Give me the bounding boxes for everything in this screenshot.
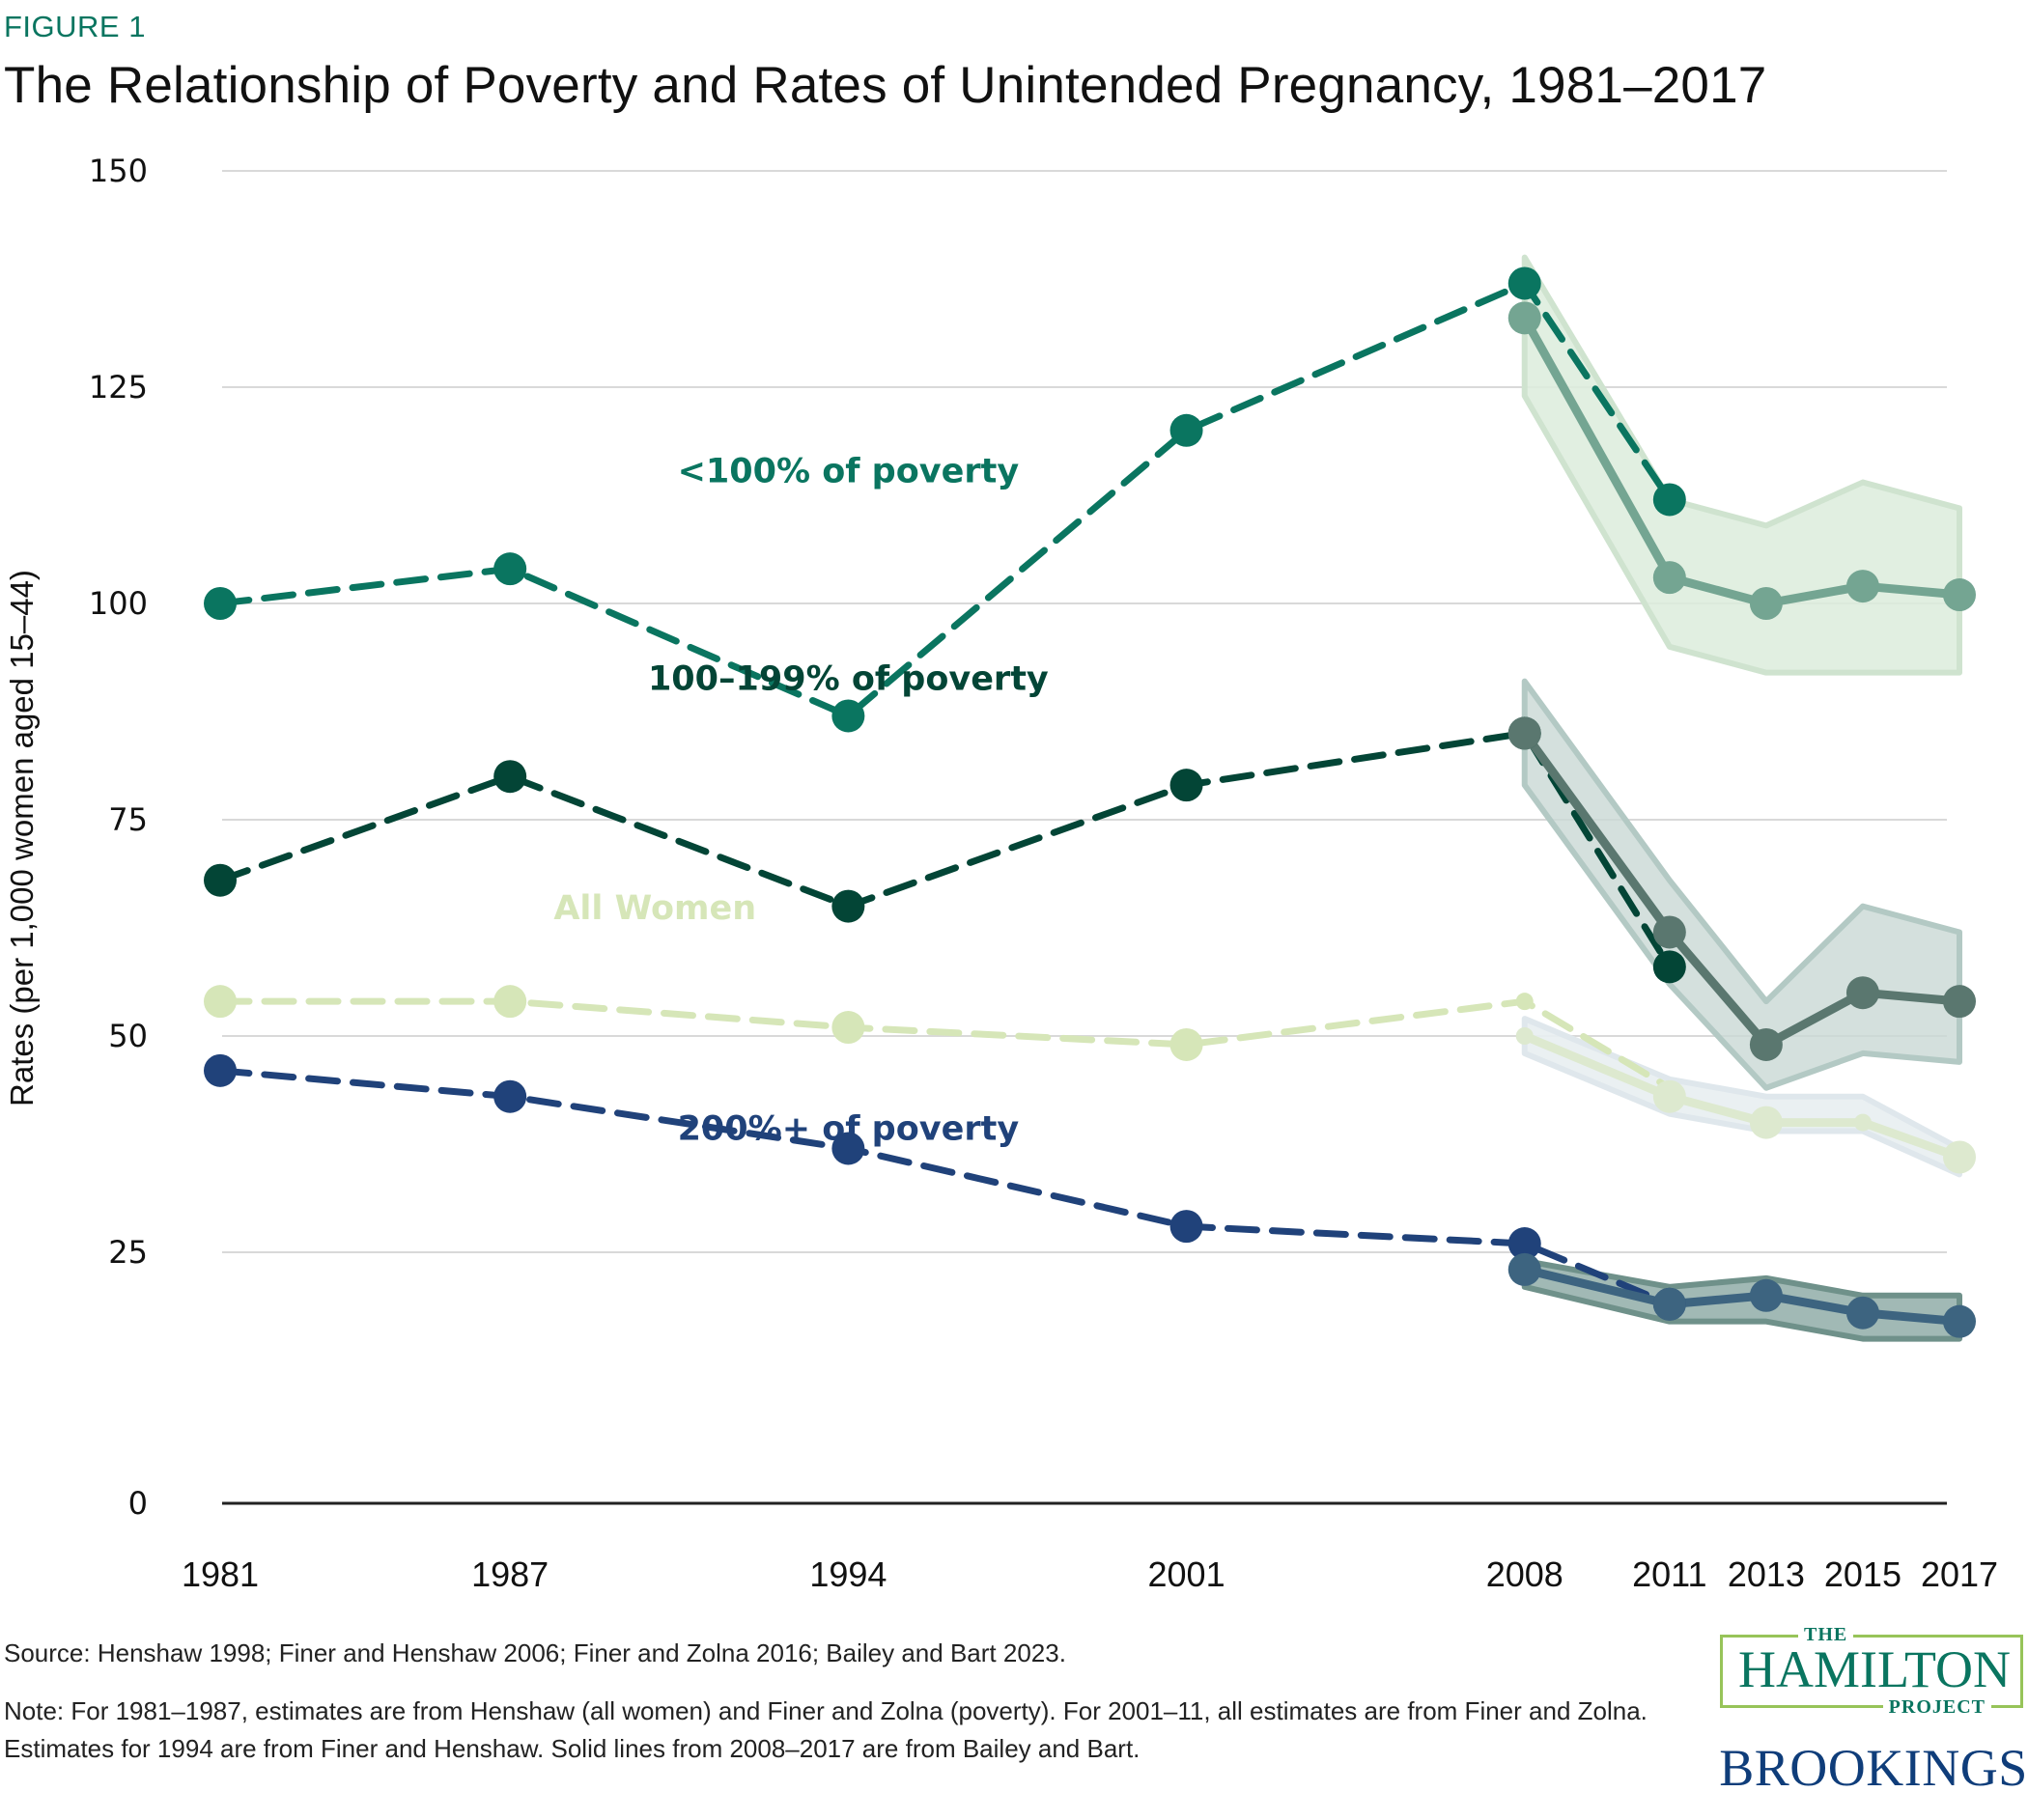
series-label: <100% of poverty [678, 453, 1020, 491]
data-point [1169, 1027, 1203, 1061]
data-point [204, 863, 237, 897]
data-point [1749, 1106, 1783, 1139]
methodology-note: Note: For 1981–1987, estimates are from … [4, 1696, 1648, 1763]
data-point [493, 552, 527, 586]
figure-label: FIGURE 1 [4, 10, 146, 43]
data-point [204, 985, 237, 1019]
confidence-band [1521, 678, 1962, 1091]
data-point [1749, 1278, 1783, 1312]
y-tick-label: 125 [89, 369, 148, 406]
series-label: All Women [553, 889, 756, 928]
data-point [1652, 1079, 1686, 1113]
dashed-series-line [216, 279, 1674, 719]
x-tick-label: 1994 [809, 1554, 887, 1594]
data-point [1853, 1113, 1872, 1132]
data-point [1845, 1296, 1879, 1330]
data-point [1507, 266, 1541, 300]
data-point [1515, 1027, 1534, 1045]
x-tick-label: 1981 [182, 1554, 259, 1594]
brookings-logo: BROOKINGS [1719, 1739, 2028, 1797]
y-tick-label: 100 [89, 585, 148, 622]
x-tick-label: 2017 [1921, 1554, 1998, 1594]
data-point [493, 760, 527, 794]
data-point [1845, 976, 1879, 1010]
y-tick-label: 75 [108, 801, 148, 838]
confidence-band [1521, 1016, 1962, 1178]
x-axis-ticks: 1981 1987 1994 2001 2008 2011 2013 2015 2017 [182, 1554, 1998, 1594]
y-tick-label: 50 [108, 1018, 148, 1054]
x-tick-label: 2008 [1486, 1554, 1563, 1594]
data-point [1943, 578, 1976, 612]
x-tick-label: 2013 [1728, 1554, 1805, 1594]
data-point [1749, 1027, 1783, 1061]
chart-title: The Relationship of Poverty and Rates of… [4, 57, 1767, 114]
line-chart: 0 25 50 75 100 125 150 1981 1987 1994 2001 2008 201… [4, 153, 1998, 1594]
hamilton-project-logo: THE HAMILTON PROJECT [1720, 1624, 2023, 1719]
y-tick-label: 25 [108, 1234, 148, 1271]
source-note: Source: Henshaw 1998; Finer and Henshaw … [4, 1638, 1066, 1667]
data-point [1652, 1287, 1686, 1321]
data-point [1169, 1210, 1203, 1244]
data-point [493, 985, 527, 1019]
x-tick-label: 2011 [1632, 1554, 1706, 1594]
data-point [1507, 301, 1541, 335]
dashed-series-line [216, 729, 1674, 970]
data-point [1652, 483, 1686, 517]
data-point [1515, 993, 1534, 1011]
series-points [204, 266, 1976, 1338]
series-label: 200%+ of poverty [678, 1110, 1020, 1149]
data-point [1943, 1304, 1976, 1338]
data-point [831, 889, 865, 923]
logo-project-text: PROJECT [1882, 1696, 1991, 1719]
data-point [1507, 1252, 1541, 1286]
y-axis-ticks: 0 25 50 75 100 125 150 [89, 153, 148, 1522]
data-point [831, 699, 865, 733]
series-labels: <100% of poverty 100–199% of poverty All W… [553, 453, 1049, 1149]
data-point [1169, 413, 1203, 447]
dashed-series-line [216, 997, 1674, 1092]
x-tick-label: 1987 [471, 1554, 549, 1594]
dashed-series-line [216, 1067, 1674, 1308]
series-lines [216, 279, 1961, 1327]
confidence-bands [1521, 254, 1962, 1342]
data-point [204, 587, 237, 620]
data-point [831, 1132, 865, 1165]
data-point [1943, 1140, 1976, 1174]
data-point [1749, 587, 1783, 620]
logo-hamilton-text: HAMILTON [1737, 1640, 2012, 1698]
data-point [493, 1079, 527, 1113]
data-point [831, 1011, 865, 1045]
logo-the-text: THE [1798, 1624, 1854, 1646]
data-point [1652, 950, 1686, 984]
y-axis-label: Rates (per 1,000 women aged 15–44) [4, 570, 40, 1106]
data-point [1652, 561, 1686, 595]
data-point [204, 1053, 237, 1087]
x-tick-label: 2001 [1148, 1554, 1225, 1594]
confidence-band [1521, 254, 1962, 676]
y-tick-label: 150 [89, 153, 148, 189]
data-point [1507, 716, 1541, 750]
data-point [1169, 769, 1203, 802]
x-tick-label: 2015 [1824, 1554, 1901, 1594]
y-tick-label: 0 [128, 1485, 148, 1522]
data-point [1507, 1227, 1541, 1261]
data-point [1943, 985, 1976, 1019]
data-point [1845, 570, 1879, 603]
data-point [1652, 915, 1686, 949]
series-label: 100–199% of poverty [648, 660, 1049, 699]
